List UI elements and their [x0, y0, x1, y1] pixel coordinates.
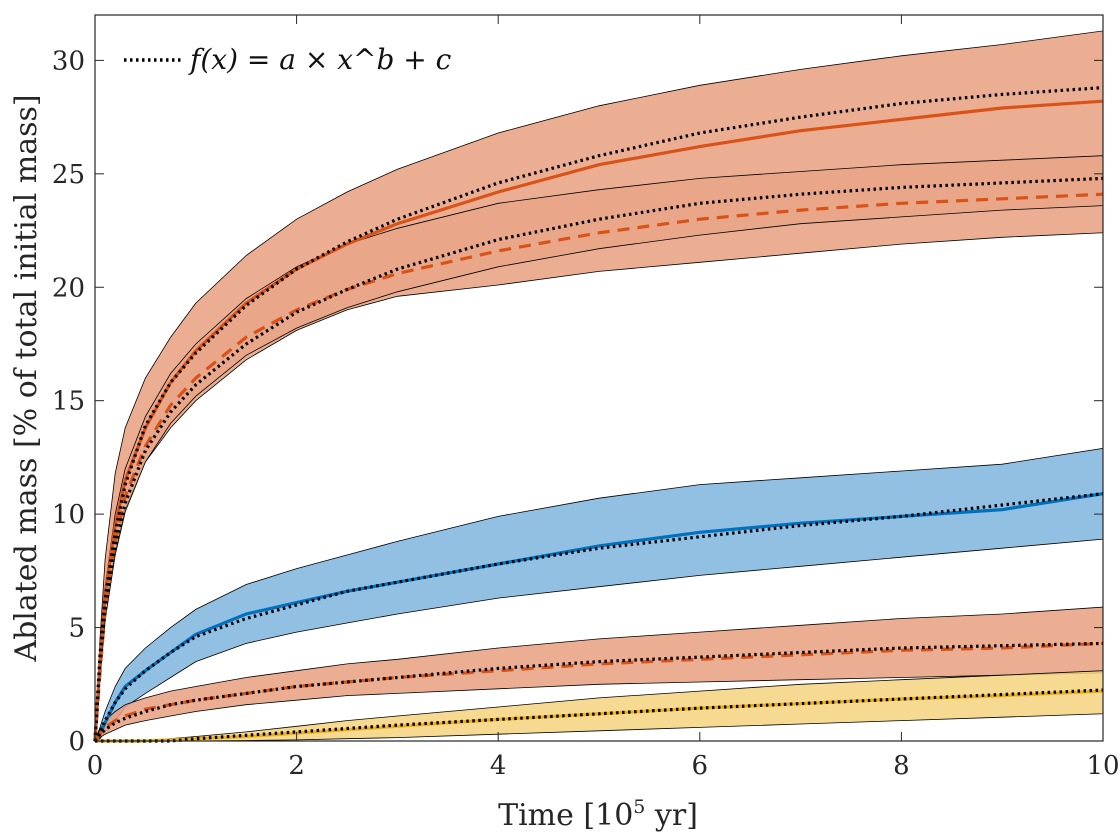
confidence-bands — [94, 30, 1104, 743]
plot-frame — [94, 14, 1104, 742]
x-axis-label: Time [105 yr] — [498, 796, 698, 833]
y-axis-label: Ablated mass [% of total initial mass] — [9, 94, 44, 662]
x-tick-label: 8 — [893, 751, 910, 781]
y-tick-label: 25 — [52, 160, 85, 190]
fit-blue-solid — [93, 492, 1104, 742]
fit-orange-solid-upper — [93, 86, 1104, 742]
x-tick-label: 4 — [490, 751, 507, 781]
y-tick-label: 30 — [52, 46, 85, 76]
y-tick-label: 20 — [52, 273, 85, 303]
line-orange-dashed-lower — [93, 641, 1104, 742]
x-tick-label: 2 — [288, 751, 305, 781]
y-tick-label: 0 — [68, 727, 85, 757]
x-tick-label: 10 — [1086, 751, 1119, 781]
y-tick-label: 5 — [68, 614, 85, 644]
fit-orange-dashed-upper — [93, 176, 1104, 742]
axis-ticks: 0 2 4 6 8 10 0 5 10 15 20 25 30 — [52, 15, 1120, 781]
x-tick-label: 0 — [87, 751, 104, 781]
x-tick-label: 6 — [692, 751, 709, 781]
y-tick-label: 15 — [52, 387, 85, 417]
y-tick-label: 10 — [52, 500, 85, 530]
line-orange-dashed-upper — [93, 192, 1104, 742]
legend-label: f(x) = a × x^b + c — [188, 43, 452, 76]
legend: f(x) = a × x^b + c — [108, 34, 458, 86]
